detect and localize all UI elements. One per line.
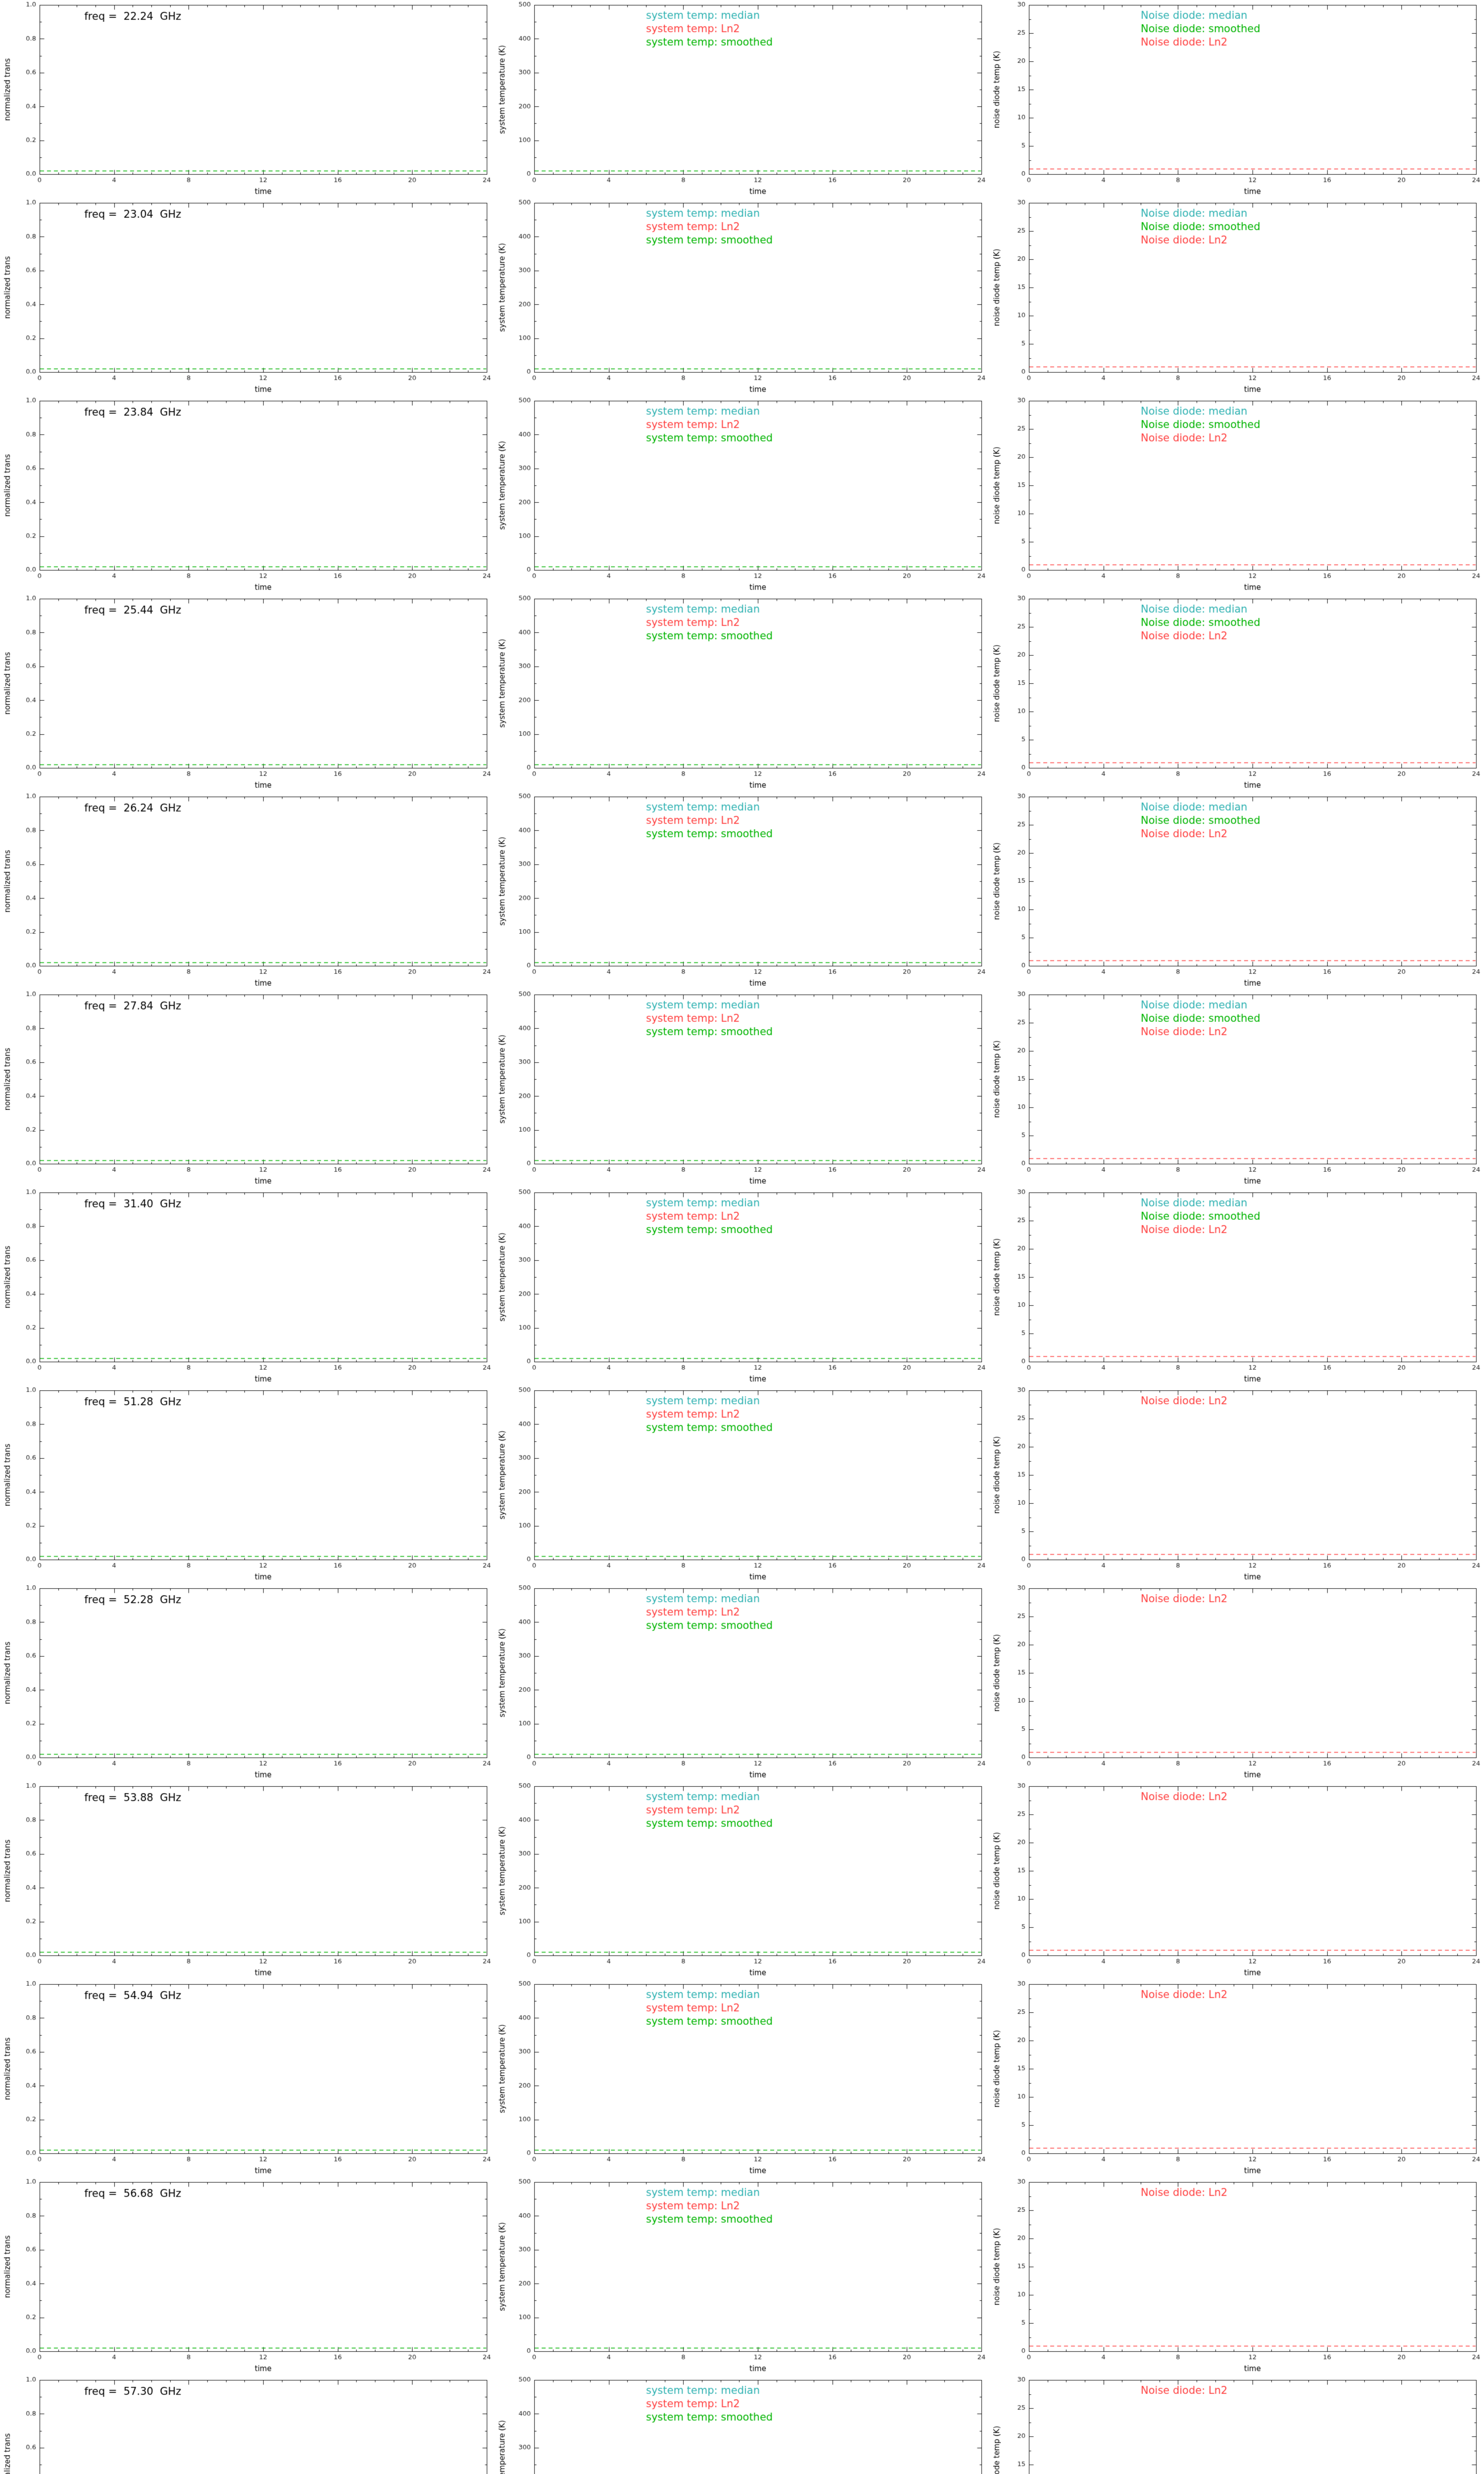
chart-canvas-trans-row-3 [0,396,495,594]
plot-row-12 [0,2177,1484,2375]
plot-row-5 [0,792,1484,990]
chart-trans-row-7 [0,1188,495,1385]
plot-row-9 [0,1583,1484,1781]
chart-canvas-trans-row-13 [0,2375,495,2474]
chart-canvas-system-temp-row-11 [495,1979,989,2177]
chart-noise-diode-row-8 [989,1385,1484,1583]
chart-canvas-system-temp-row-2 [495,198,989,396]
chart-canvas-system-temp-row-3 [495,396,989,594]
chart-system-temp-row-10 [495,1781,989,1979]
chart-noise-diode-row-13 [989,2375,1484,2474]
chart-system-temp-row-8 [495,1385,989,1583]
chart-canvas-noise-diode-row-5 [989,792,1484,990]
chart-trans-row-2 [0,198,495,396]
chart-canvas-noise-diode-row-12 [989,2177,1484,2375]
chart-noise-diode-row-3 [989,396,1484,594]
chart-trans-row-12 [0,2177,495,2375]
chart-canvas-noise-diode-row-7 [989,1188,1484,1385]
chart-system-temp-row-6 [495,990,989,1188]
chart-canvas-trans-row-11 [0,1979,495,2177]
chart-canvas-noise-diode-row-3 [989,396,1484,594]
chart-system-temp-row-7 [495,1188,989,1385]
chart-canvas-system-temp-row-1 [495,0,989,198]
chart-canvas-system-temp-row-9 [495,1583,989,1781]
chart-canvas-trans-row-2 [0,198,495,396]
chart-trans-row-5 [0,792,495,990]
chart-canvas-noise-diode-row-2 [989,198,1484,396]
chart-canvas-system-temp-row-5 [495,792,989,990]
chart-canvas-noise-diode-row-11 [989,1979,1484,2177]
chart-noise-diode-row-5 [989,792,1484,990]
chart-trans-row-10 [0,1781,495,1979]
chart-canvas-trans-row-8 [0,1385,495,1583]
chart-canvas-system-temp-row-10 [495,1781,989,1979]
chart-canvas-system-temp-row-8 [495,1385,989,1583]
chart-trans-row-9 [0,1583,495,1781]
plot-row-13 [0,2375,1484,2474]
chart-canvas-trans-row-6 [0,990,495,1188]
chart-canvas-noise-diode-row-10 [989,1781,1484,1979]
chart-trans-row-6 [0,990,495,1188]
chart-canvas-noise-diode-row-1 [989,0,1484,198]
chart-canvas-trans-row-7 [0,1188,495,1385]
chart-system-temp-row-3 [495,396,989,594]
chart-canvas-noise-diode-row-9 [989,1583,1484,1781]
chart-trans-row-4 [0,594,495,792]
chart-canvas-system-temp-row-6 [495,990,989,1188]
chart-system-temp-row-9 [495,1583,989,1781]
chart-canvas-system-temp-row-13 [495,2375,989,2474]
chart-canvas-system-temp-row-7 [495,1188,989,1385]
chart-noise-diode-row-4 [989,594,1484,792]
chart-system-temp-row-2 [495,198,989,396]
chart-trans-row-1 [0,0,495,198]
plot-row-11 [0,1979,1484,2177]
chart-noise-diode-row-1 [989,0,1484,198]
chart-noise-diode-row-6 [989,990,1484,1188]
chart-canvas-trans-row-1 [0,0,495,198]
chart-system-temp-row-4 [495,594,989,792]
plot-row-7 [0,1188,1484,1385]
chart-noise-diode-row-11 [989,1979,1484,2177]
chart-system-temp-row-12 [495,2177,989,2375]
chart-canvas-noise-diode-row-6 [989,990,1484,1188]
chart-canvas-noise-diode-row-13 [989,2375,1484,2474]
chart-noise-diode-row-2 [989,198,1484,396]
chart-canvas-trans-row-4 [0,594,495,792]
chart-trans-row-13 [0,2375,495,2474]
plot-row-3 [0,396,1484,594]
plot-row-8 [0,1385,1484,1583]
chart-trans-row-11 [0,1979,495,2177]
chart-system-temp-row-1 [495,0,989,198]
chart-trans-row-8 [0,1385,495,1583]
chart-canvas-trans-row-5 [0,792,495,990]
chart-noise-diode-row-9 [989,1583,1484,1781]
chart-canvas-system-temp-row-12 [495,2177,989,2375]
chart-noise-diode-row-12 [989,2177,1484,2375]
chart-noise-diode-row-7 [989,1188,1484,1385]
chart-system-temp-row-5 [495,792,989,990]
chart-system-temp-row-11 [495,1979,989,2177]
chart-canvas-trans-row-9 [0,1583,495,1781]
chart-canvas-system-temp-row-4 [495,594,989,792]
chart-noise-diode-row-10 [989,1781,1484,1979]
plot-row-6 [0,990,1484,1188]
plot-row-2 [0,198,1484,396]
chart-canvas-noise-diode-row-4 [989,594,1484,792]
plot-row-4 [0,594,1484,792]
chart-canvas-noise-diode-row-8 [989,1385,1484,1583]
plot-row-10 [0,1781,1484,1979]
chart-trans-row-3 [0,396,495,594]
chart-system-temp-row-13 [495,2375,989,2474]
chart-canvas-trans-row-12 [0,2177,495,2375]
plot-row-1 [0,0,1484,198]
chart-canvas-trans-row-10 [0,1781,495,1979]
